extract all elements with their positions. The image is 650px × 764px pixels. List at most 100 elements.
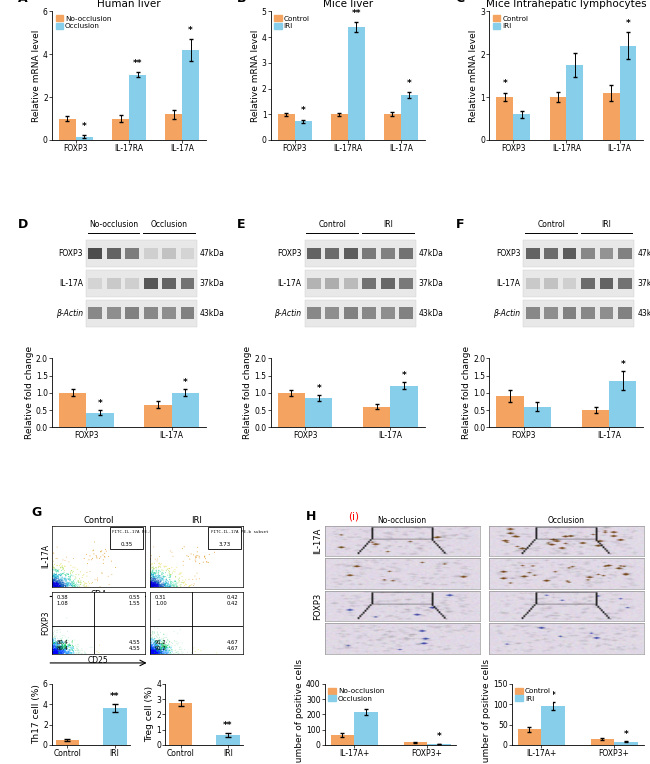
Point bbox=[55, 574, 65, 586]
Point bbox=[148, 641, 159, 653]
Point bbox=[148, 575, 158, 588]
Point bbox=[81, 578, 92, 590]
Point bbox=[48, 643, 58, 656]
Point bbox=[151, 581, 162, 593]
Point bbox=[59, 579, 70, 591]
Point bbox=[49, 647, 60, 659]
Point bbox=[65, 571, 75, 583]
Point bbox=[147, 643, 157, 656]
Point bbox=[149, 571, 159, 583]
Point bbox=[152, 647, 162, 659]
Point bbox=[49, 642, 59, 654]
Point bbox=[66, 569, 77, 581]
Point bbox=[154, 580, 164, 592]
Point bbox=[148, 647, 158, 659]
Point bbox=[149, 638, 159, 650]
Point bbox=[51, 636, 61, 648]
Point bbox=[150, 643, 160, 656]
Point bbox=[49, 646, 60, 659]
Point bbox=[47, 580, 57, 592]
Point bbox=[56, 636, 66, 648]
Point bbox=[145, 646, 155, 658]
Text: 0.38
1.08: 0.38 1.08 bbox=[57, 595, 68, 606]
Point bbox=[146, 646, 157, 658]
Point bbox=[177, 648, 187, 660]
Point bbox=[59, 572, 70, 584]
Point bbox=[49, 646, 59, 658]
Point bbox=[72, 643, 82, 655]
Point bbox=[147, 578, 157, 590]
Point bbox=[161, 574, 172, 586]
Point bbox=[63, 568, 73, 581]
Point bbox=[48, 646, 58, 658]
Point bbox=[150, 575, 160, 587]
Point bbox=[150, 581, 161, 593]
Point bbox=[71, 581, 81, 593]
Point bbox=[55, 558, 66, 571]
Point bbox=[192, 549, 203, 562]
Point bbox=[81, 581, 91, 593]
Bar bbox=[305, 398, 332, 427]
Point bbox=[56, 641, 66, 653]
Point bbox=[150, 646, 161, 658]
Point bbox=[55, 578, 66, 591]
Point bbox=[59, 571, 70, 584]
Point bbox=[47, 646, 58, 658]
Point bbox=[150, 580, 160, 592]
Point bbox=[47, 644, 58, 656]
Point bbox=[161, 574, 172, 586]
Point bbox=[147, 646, 157, 658]
Point bbox=[188, 549, 199, 561]
Point bbox=[148, 579, 158, 591]
Point bbox=[63, 640, 73, 652]
Point bbox=[171, 580, 181, 592]
Point bbox=[150, 635, 161, 647]
Point bbox=[47, 581, 57, 593]
Point bbox=[148, 571, 159, 583]
Point bbox=[146, 645, 157, 657]
Point bbox=[57, 646, 68, 658]
Point bbox=[57, 578, 68, 591]
Point bbox=[146, 580, 156, 592]
Point bbox=[154, 550, 164, 562]
Point bbox=[150, 572, 160, 584]
Point bbox=[154, 646, 164, 659]
Point bbox=[51, 580, 62, 592]
Point bbox=[49, 644, 60, 656]
Point bbox=[53, 642, 64, 654]
Point bbox=[65, 573, 75, 585]
Point bbox=[58, 641, 69, 653]
Point bbox=[150, 641, 161, 653]
Text: IL-17A: IL-17A bbox=[58, 279, 83, 288]
Point bbox=[152, 647, 162, 659]
Point bbox=[49, 643, 60, 655]
Point bbox=[48, 567, 58, 579]
Y-axis label: Th17 cell (%): Th17 cell (%) bbox=[32, 685, 41, 744]
Point bbox=[49, 579, 60, 591]
Point bbox=[63, 635, 73, 647]
Point bbox=[158, 639, 168, 651]
Point bbox=[150, 578, 161, 590]
Point bbox=[151, 636, 162, 648]
Point bbox=[98, 549, 109, 561]
Point bbox=[155, 646, 165, 658]
Point bbox=[51, 646, 62, 658]
Point bbox=[49, 644, 60, 656]
Point bbox=[57, 567, 68, 579]
Point bbox=[51, 580, 61, 592]
Point bbox=[53, 569, 63, 581]
Point bbox=[160, 580, 170, 592]
Point bbox=[150, 633, 161, 645]
Point bbox=[53, 642, 64, 654]
Point bbox=[58, 644, 69, 656]
Point bbox=[55, 642, 66, 654]
Point bbox=[50, 645, 60, 657]
Point bbox=[48, 645, 58, 657]
Point bbox=[51, 646, 61, 658]
Point bbox=[149, 578, 159, 591]
Point bbox=[50, 575, 60, 587]
Point bbox=[47, 577, 58, 589]
Point bbox=[53, 566, 64, 578]
Point bbox=[148, 644, 158, 656]
Point bbox=[57, 643, 68, 655]
